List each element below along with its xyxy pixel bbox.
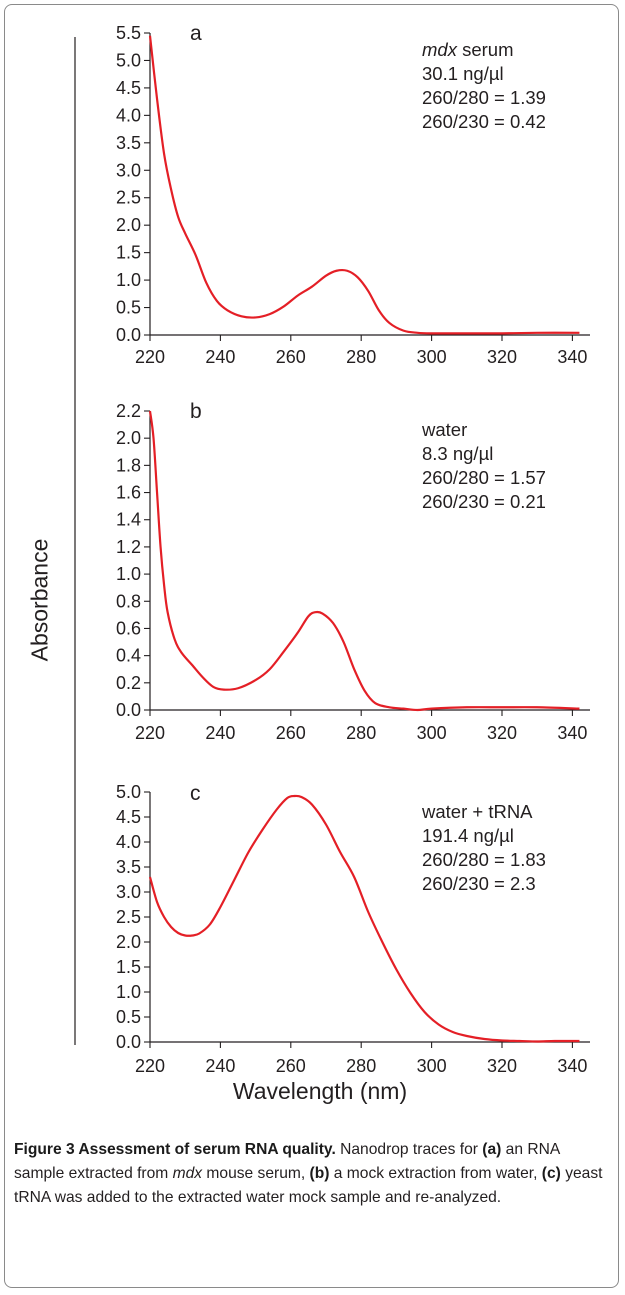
series-line (148, 35, 580, 335)
panel-label: a (190, 22, 202, 45)
x-tick-label: 320 (487, 723, 517, 743)
y-tick-label: 1.0 (116, 270, 141, 290)
y-axis-label: Absorbance (26, 538, 53, 662)
figure-frame (4, 4, 619, 1288)
y-tick-label: 2.5 (116, 907, 141, 927)
y-tick-label: 0.0 (116, 700, 141, 720)
panel-annotation: 260/230 = 2.3 (422, 873, 536, 894)
caption-text: Nanodrop traces for (335, 1141, 483, 1158)
caption-text: yeast tRNA was added to the extracted wa… (14, 1165, 603, 1206)
panel-annotation: 260/230 = 0.42 (422, 111, 546, 132)
x-tick-label: 300 (417, 1056, 447, 1076)
panel-label: c (190, 782, 201, 805)
y-tick-label: 2.0 (116, 428, 141, 448)
y-tick-label: 2.5 (116, 188, 141, 208)
x-tick-label: 240 (205, 347, 235, 367)
x-tick-label: 300 (417, 347, 447, 367)
y-tick-label: 0.0 (116, 1032, 141, 1052)
panel-annotation: 260/280 = 1.39 (422, 87, 546, 108)
y-tick-label: 0.4 (116, 646, 141, 666)
x-axis-label: Wavelength (nm) (232, 1078, 408, 1104)
x-tick-label: 240 (205, 1056, 235, 1076)
y-tick-label: 1.5 (116, 243, 141, 263)
caption-text: mouse serum, (202, 1165, 310, 1182)
y-tick-label: 0.0 (116, 325, 141, 345)
y-tick-label: 5.5 (116, 23, 141, 43)
panel-annotation: water + tRNA (421, 801, 533, 822)
x-tick-label: 280 (346, 347, 376, 367)
y-tick-label: 5.0 (116, 782, 141, 802)
panel-annotation: water (421, 419, 467, 440)
x-tick-label: 340 (557, 1056, 587, 1076)
x-tick-label: 260 (276, 347, 306, 367)
x-tick-label: 300 (417, 723, 447, 743)
y-tick-label: 4.5 (116, 78, 141, 98)
y-tick-label: 3.5 (116, 133, 141, 153)
x-tick-label: 280 (346, 723, 376, 743)
y-tick-label: 3.0 (116, 160, 141, 180)
y-tick-label: 2.0 (116, 932, 141, 952)
caption-text: a mock extraction from water, (329, 1165, 542, 1182)
y-tick-label: 4.0 (116, 832, 141, 852)
y-tick-label: 3.5 (116, 857, 141, 877)
series-line (148, 410, 580, 712)
caption-label-b: (b) (309, 1165, 330, 1182)
y-tick-label: 1.4 (116, 510, 141, 530)
x-tick-label: 320 (487, 1056, 517, 1076)
caption-text: an RNA sample extracted from (14, 1141, 560, 1182)
y-tick-label: 1.0 (116, 564, 141, 584)
y-tick-label: 0.5 (116, 298, 141, 318)
x-tick-label: 240 (205, 723, 235, 743)
panel-label: b (190, 400, 202, 423)
series-line (148, 794, 580, 1043)
figure-plot-area: 0.0 0.5 1.0 1.5 2.0 2.5 3.0 3.5 4.0 4.5 5.0 5.5 220 2… (74, 22, 590, 1076)
panel-annotation: 260/280 = 1.83 (422, 849, 546, 870)
panel-annotation: 260/280 = 1.57 (422, 467, 546, 488)
y-tick-label: 3.0 (116, 882, 141, 902)
panel-annotation: 30.1 ng/µl (422, 63, 504, 84)
y-tick-label: 1.6 (116, 483, 141, 503)
caption-title: Figure 3 Assessment of serum RNA quality… (14, 1141, 336, 1158)
x-tick-label: 280 (346, 1056, 376, 1076)
y-tick-label: 4.0 (116, 105, 141, 125)
x-tick-label: 340 (557, 347, 587, 367)
panel-annotation: 191.4 ng/µl (422, 825, 514, 846)
y-tick-label: 1.5 (116, 957, 141, 977)
y-tick-label: 0.6 (116, 618, 141, 638)
y-tick-label: 4.5 (116, 807, 141, 827)
figure-caption: Figure 3 Assessment of serum RNA quality… (14, 1138, 604, 1210)
y-tick-label: 0.2 (116, 673, 141, 693)
y-tick-label: 2.2 (116, 401, 141, 421)
y-tick-label: 5.0 (116, 50, 141, 70)
y-tick-label: 1.0 (116, 982, 141, 1002)
panel-annotation: 8.3 ng/µl (422, 443, 493, 464)
caption-mdx: mdx (172, 1165, 203, 1182)
y-tick-label: 1.8 (116, 455, 141, 475)
y-tick-label: 0.5 (116, 1007, 141, 1027)
x-tick-label: 320 (487, 347, 517, 367)
x-tick-label: 260 (276, 1056, 306, 1076)
panel-annotation: 260/230 = 0.21 (422, 491, 546, 512)
caption-label-a: (a) (482, 1141, 502, 1158)
y-tick-label: 2.0 (116, 215, 141, 235)
x-tick-label: 220 (135, 347, 165, 367)
y-tick-label: 0.8 (116, 591, 141, 611)
x-tick-label: 220 (135, 1056, 165, 1076)
panel-annotation: mdx serum (422, 39, 514, 60)
caption-label-c: (c) (541, 1165, 561, 1182)
x-tick-label: 260 (276, 723, 306, 743)
x-tick-label: 220 (135, 723, 165, 743)
x-tick-label: 340 (557, 723, 587, 743)
y-tick-label: 1.2 (116, 537, 141, 557)
